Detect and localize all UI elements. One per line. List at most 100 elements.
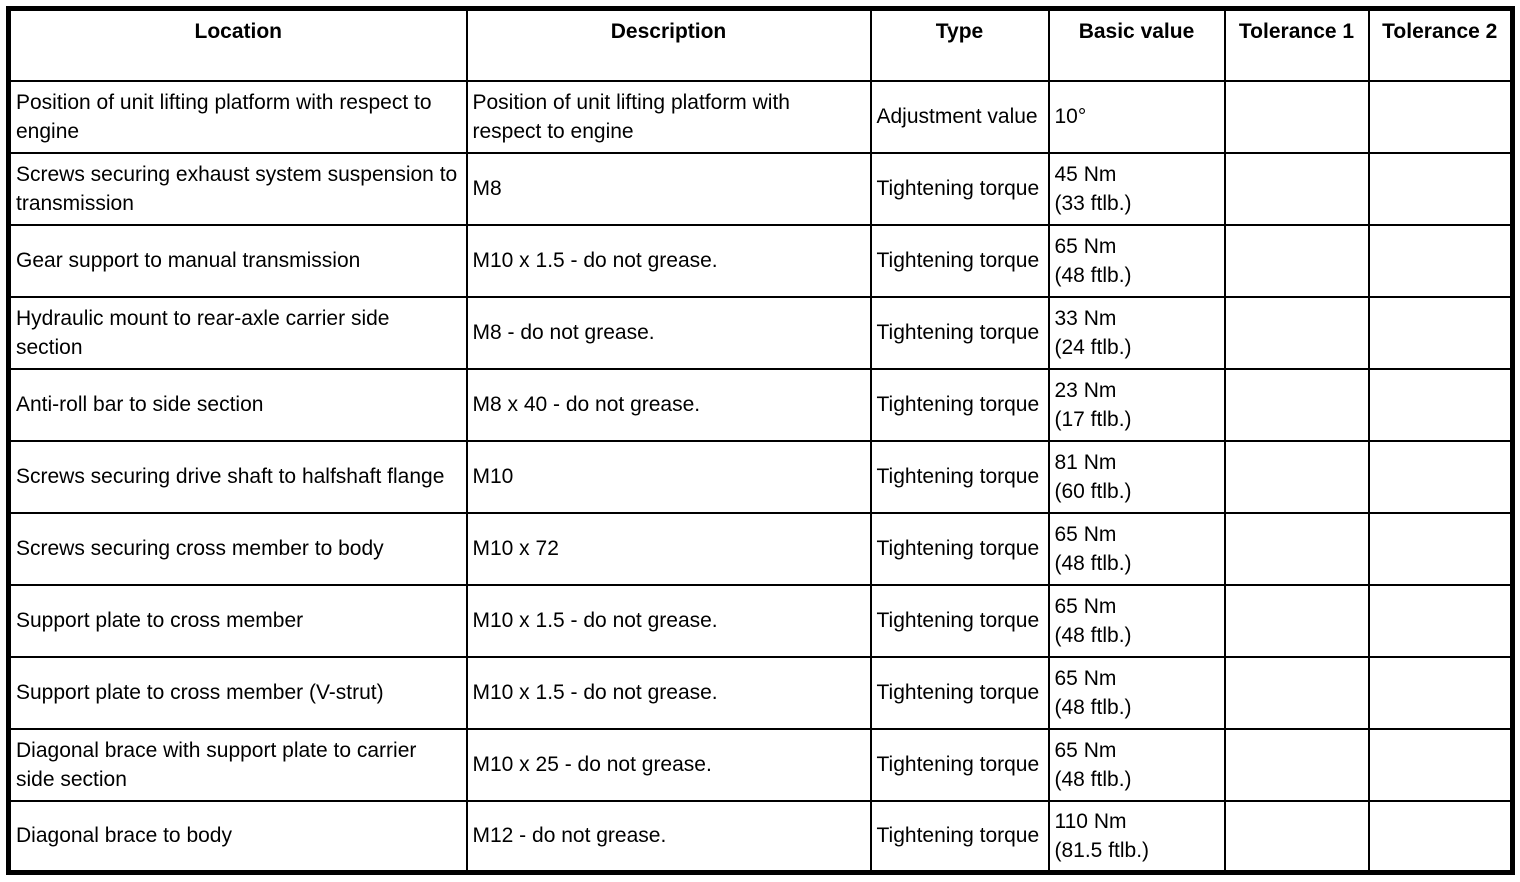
tolerance-1-cell bbox=[1223, 727, 1370, 802]
description-cell: Position of unit lifting platform with r… bbox=[465, 79, 872, 154]
basic-value-line2: (24 ftlb.) bbox=[1054, 335, 1132, 359]
basic-value-line2: (60 ftlb.) bbox=[1054, 479, 1132, 503]
location-cell: Screws securing cross member to body bbox=[7, 511, 468, 586]
basic-value-cell: 45 Nm (33 ftlb.) bbox=[1047, 151, 1226, 226]
description-cell: M10 x 1.5 - do not grease. bbox=[465, 655, 872, 730]
type-cell: Tightening torque bbox=[869, 367, 1050, 442]
basic-value-line1: 65 Nm bbox=[1054, 666, 1117, 690]
tolerance-1-cell bbox=[1223, 223, 1370, 298]
table-row: Screws securing drive shaft to halfshaft… bbox=[7, 439, 1514, 514]
type-cell: Tightening torque bbox=[869, 223, 1050, 298]
tolerance-1-cell bbox=[1223, 799, 1370, 874]
table-row: Support plate to cross member M10 x 1.5 … bbox=[7, 583, 1514, 658]
basic-value-line2: (81.5 ftlb.) bbox=[1054, 838, 1150, 862]
table-row: Gear support to manual transmission M10 … bbox=[7, 223, 1514, 298]
table-row: Position of unit lifting platform with r… bbox=[7, 79, 1514, 154]
tolerance-2-cell bbox=[1367, 511, 1514, 586]
table-row: Screws securing exhaust system suspensio… bbox=[7, 151, 1514, 226]
basic-value-line1: 33 Nm bbox=[1054, 306, 1117, 330]
location-cell: Support plate to cross member (V-strut) bbox=[7, 655, 468, 730]
tolerance-1-cell bbox=[1223, 79, 1370, 154]
location-cell: Support plate to cross member bbox=[7, 583, 468, 658]
basic-value-line2: (48 ftlb.) bbox=[1054, 623, 1132, 647]
table-row: Screws securing cross member to body M10… bbox=[7, 511, 1514, 586]
basic-value-cell: 110 Nm (81.5 ftlb.) bbox=[1047, 799, 1226, 874]
basic-value-line1: 81 Nm bbox=[1054, 450, 1117, 474]
description-cell: M10 x 1.5 - do not grease. bbox=[465, 583, 872, 658]
type-cell: Tightening torque bbox=[869, 439, 1050, 514]
tolerance-2-cell bbox=[1367, 727, 1514, 802]
location-cell: Position of unit lifting platform with r… bbox=[7, 79, 468, 154]
description-cell: M10 x 25 - do not grease. bbox=[465, 727, 872, 802]
tolerance-2-cell bbox=[1367, 799, 1514, 874]
tolerance-2-cell bbox=[1367, 295, 1514, 370]
tolerance-2-cell bbox=[1367, 223, 1514, 298]
basic-value-cell: 33 Nm (24 ftlb.) bbox=[1047, 295, 1226, 370]
basic-value-line2: (33 ftlb.) bbox=[1054, 191, 1132, 215]
type-cell: Tightening torque bbox=[869, 583, 1050, 658]
header-location: Location bbox=[7, 7, 468, 82]
tolerance-2-cell bbox=[1367, 367, 1514, 442]
basic-value-line1: 65 Nm bbox=[1054, 234, 1117, 258]
basic-value-line1: 10° bbox=[1054, 105, 1087, 128]
tolerance-2-cell bbox=[1367, 151, 1514, 226]
basic-value-line2: (48 ftlb.) bbox=[1054, 695, 1132, 719]
location-cell: Screws securing drive shaft to halfshaft… bbox=[7, 439, 468, 514]
tolerance-1-cell bbox=[1223, 367, 1370, 442]
header-basic-value: Basic value bbox=[1047, 7, 1226, 82]
header-description: Description bbox=[465, 7, 872, 82]
tolerance-2-cell bbox=[1367, 79, 1514, 154]
tolerance-2-cell bbox=[1367, 655, 1514, 730]
tolerance-2-cell bbox=[1367, 583, 1514, 658]
header-type: Type bbox=[869, 7, 1050, 82]
tolerance-1-cell bbox=[1223, 583, 1370, 658]
basic-value-line2: (48 ftlb.) bbox=[1054, 263, 1132, 287]
location-cell: Diagonal brace with support plate to car… bbox=[7, 727, 468, 802]
tolerance-1-cell bbox=[1223, 151, 1370, 226]
description-cell: M8 - do not grease. bbox=[465, 295, 872, 370]
basic-value-cell: 10° bbox=[1047, 79, 1226, 154]
location-cell: Gear support to manual transmission bbox=[7, 223, 468, 298]
header-tolerance-2: Tolerance 2 bbox=[1367, 7, 1514, 82]
type-cell: Tightening torque bbox=[869, 655, 1050, 730]
type-cell: Tightening torque bbox=[869, 151, 1050, 226]
basic-value-cell: 65 Nm (48 ftlb.) bbox=[1047, 727, 1226, 802]
basic-value-line1: 65 Nm bbox=[1054, 522, 1117, 546]
description-cell: M12 - do not grease. bbox=[465, 799, 872, 874]
description-cell: M10 x 72 bbox=[465, 511, 872, 586]
description-cell: M10 x 1.5 - do not grease. bbox=[465, 223, 872, 298]
location-cell: Diagonal brace to body bbox=[7, 799, 468, 874]
basic-value-line1: 45 Nm bbox=[1054, 162, 1117, 186]
table-row: Diagonal brace with support plate to car… bbox=[7, 727, 1514, 802]
description-cell: M8 bbox=[465, 151, 872, 226]
basic-value-line1: 65 Nm bbox=[1054, 594, 1117, 618]
tolerance-1-cell bbox=[1223, 655, 1370, 730]
table-row: Hydraulic mount to rear-axle carrier sid… bbox=[7, 295, 1514, 370]
table-row: Support plate to cross member (V-strut) … bbox=[7, 655, 1514, 730]
basic-value-line2: (48 ftlb.) bbox=[1054, 551, 1132, 575]
table-row: Diagonal brace to body M12 - do not grea… bbox=[7, 799, 1514, 874]
tolerance-1-cell bbox=[1223, 439, 1370, 514]
basic-value-line2: (17 ftlb.) bbox=[1054, 407, 1132, 431]
basic-value-cell: 65 Nm (48 ftlb.) bbox=[1047, 511, 1226, 586]
description-cell: M8 x 40 - do not grease. bbox=[465, 367, 872, 442]
basic-value-cell: 81 Nm (60 ftlb.) bbox=[1047, 439, 1226, 514]
type-cell: Tightening torque bbox=[869, 295, 1050, 370]
basic-value-cell: 65 Nm (48 ftlb.) bbox=[1047, 655, 1226, 730]
table-row: Anti-roll bar to side section M8 x 40 - … bbox=[7, 367, 1514, 442]
basic-value-line1: 110 Nm bbox=[1054, 809, 1127, 833]
tolerance-2-cell bbox=[1367, 439, 1514, 514]
location-cell: Anti-roll bar to side section bbox=[7, 367, 468, 442]
header-tolerance-1: Tolerance 1 bbox=[1223, 7, 1370, 82]
type-cell: Tightening torque bbox=[869, 799, 1050, 874]
basic-value-line1: 23 Nm bbox=[1054, 378, 1117, 402]
torque-spec-table: Location Description Type Basic value To… bbox=[6, 6, 1515, 875]
tolerance-1-cell bbox=[1223, 511, 1370, 586]
table-body: Position of unit lifting platform with r… bbox=[7, 79, 1514, 874]
basic-value-cell: 65 Nm (48 ftlb.) bbox=[1047, 583, 1226, 658]
tolerance-1-cell bbox=[1223, 295, 1370, 370]
basic-value-line2: (48 ftlb.) bbox=[1054, 767, 1132, 791]
type-cell: Tightening torque bbox=[869, 727, 1050, 802]
type-cell: Tightening torque bbox=[869, 511, 1050, 586]
